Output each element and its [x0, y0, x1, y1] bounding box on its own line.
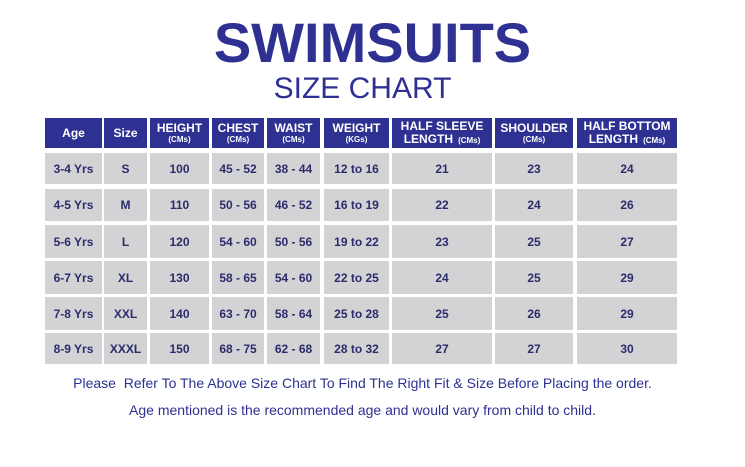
header-line: SHOULDER [500, 120, 568, 135]
column-header: HEIGHT (CMs) [150, 118, 209, 148]
header-text: LENGTH [403, 131, 454, 146]
table-cell: 27 [495, 333, 573, 364]
column-header: Size [104, 118, 147, 148]
header-line: WAIST [274, 120, 313, 135]
header-text: HALF SLEEVE [400, 118, 484, 133]
table-cell: 27 [577, 225, 677, 258]
header-unit: (CMs) [226, 134, 250, 144]
header-line: LENGTH (CMs) [403, 131, 481, 147]
header-text: Size [113, 125, 138, 140]
header-line: WEIGHT [332, 120, 381, 135]
header-unit: (CMs) [458, 135, 481, 145]
table-cell: 27 [392, 333, 492, 364]
header-text: LENGTH [588, 131, 639, 146]
table-cell: 26 [495, 297, 573, 330]
header-text: CHEST [217, 120, 259, 135]
column-header: Age [45, 118, 102, 148]
table-cell: 12 to 16 [324, 153, 389, 184]
column-header: WAIST (CMs) [267, 118, 320, 148]
table-cell: 25 to 28 [324, 297, 389, 330]
table-cell: 24 [577, 153, 677, 184]
table-cell: S [104, 153, 147, 184]
footer-note: Age mentioned is the recommended age and… [129, 402, 596, 418]
table-cell: 22 to 25 [324, 261, 389, 294]
table-cell: 110 [150, 189, 209, 221]
header-unit: (CMs) [168, 134, 191, 144]
table-cell: 23 [392, 225, 492, 258]
header-unit: (KGs) [345, 134, 368, 144]
table-cell: 16 to 19 [324, 189, 389, 221]
table-cell: 50 - 56 [267, 225, 320, 258]
table-cell: 54 - 60 [267, 261, 320, 294]
header-line: LENGTH (CMs) [588, 131, 666, 147]
table-cell: 46 - 52 [267, 189, 320, 221]
table-cell: 8-9 Yrs [45, 333, 102, 364]
column-header: CHEST (CMs) [212, 118, 264, 148]
header-line: CHEST [217, 120, 259, 135]
table-cell: 130 [150, 261, 209, 294]
table-cell: 63 - 70 [212, 297, 264, 330]
footer-note: Please Refer To The Above Size Chart To … [73, 375, 652, 391]
table-cell: 4-5 Yrs [45, 189, 102, 221]
table-cell: 7-8 Yrs [45, 297, 102, 330]
header-text: HEIGHT [156, 120, 203, 135]
table-cell: 23 [495, 153, 573, 184]
table-cell: 58 - 64 [267, 297, 320, 330]
table-cell: 24 [495, 189, 573, 221]
table-cell: 45 - 52 [212, 153, 264, 184]
table-cell: 24 [392, 261, 492, 294]
table-cell: 140 [150, 297, 209, 330]
header-line: HEIGHT [156, 120, 203, 135]
table-cell: 21 [392, 153, 492, 184]
table-cell: 54 - 60 [212, 225, 264, 258]
header-unit: (CMs) [282, 134, 305, 144]
header-line: Age [62, 125, 85, 140]
table-cell: 6-7 Yrs [45, 261, 102, 294]
table-cell: 28 to 32 [324, 333, 389, 364]
table-cell: 19 to 22 [324, 225, 389, 258]
table-cell: 50 - 56 [212, 189, 264, 221]
column-header: HALF BOTTOM LENGTH (CMs) [577, 118, 677, 148]
table-cell: 38 - 44 [267, 153, 320, 184]
column-header: SHOULDER (CMs) [495, 118, 573, 148]
table-cell: 100 [150, 153, 209, 184]
table-cell: 25 [495, 261, 573, 294]
table-cell: 29 [577, 261, 677, 294]
table-cell: 58 - 65 [212, 261, 264, 294]
table-cell: 68 - 75 [212, 333, 264, 364]
header-text: Age [62, 125, 85, 140]
table-cell: M [104, 189, 147, 221]
table-cell: L [104, 225, 147, 258]
column-header: WEIGHT (KGs) [324, 118, 389, 148]
table-cell: 29 [577, 297, 677, 330]
column-header: HALF SLEEVE LENGTH (CMs) [392, 118, 492, 148]
header-unit: (CMs) [643, 135, 666, 145]
header-line: HALF SLEEVE [400, 118, 484, 133]
header-line: HALF BOTTOM [583, 118, 671, 133]
table-cell: 62 - 68 [267, 333, 320, 364]
header-text: HALF BOTTOM [583, 118, 671, 133]
header-text: SHOULDER [500, 120, 568, 135]
table-cell: 3-4 Yrs [45, 153, 102, 184]
table-cell: XXL [104, 297, 147, 330]
header-text: WEIGHT [332, 120, 381, 135]
table-cell: XL [104, 261, 147, 294]
header-line: Size [113, 125, 138, 140]
table-cell: 26 [577, 189, 677, 221]
header-text: WAIST [274, 120, 313, 135]
subtitle: SIZE CHART [273, 72, 452, 105]
table-cell: 120 [150, 225, 209, 258]
table-cell: 30 [577, 333, 677, 364]
table-cell: 22 [392, 189, 492, 221]
table-cell: 25 [495, 225, 573, 258]
title: SWIMSUITS [213, 11, 532, 74]
table-cell: XXXL [104, 333, 147, 364]
table-cell: 150 [150, 333, 209, 364]
table-cell: 25 [392, 297, 492, 330]
table-cell: 5-6 Yrs [45, 225, 102, 258]
header-unit: (CMs) [522, 134, 546, 144]
